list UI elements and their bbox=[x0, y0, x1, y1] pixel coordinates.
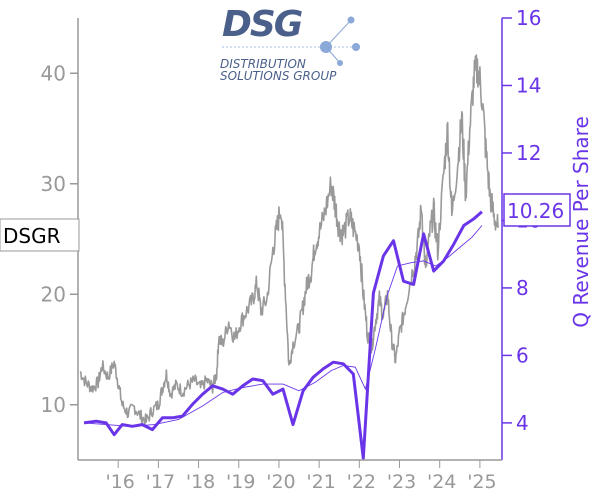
ticker-label: DSGR bbox=[3, 224, 61, 248]
logo-line1-text: DISTRIBUTION bbox=[220, 57, 306, 71]
revenue-series-layer bbox=[83, 210, 483, 460]
right-tick-label: 8 bbox=[516, 276, 529, 300]
logo-connector-line bbox=[325, 19, 352, 48]
ticker-label-box: DSGR bbox=[0, 218, 80, 252]
last-value-label: 10.26 bbox=[507, 199, 564, 223]
x-tick-label: '18 bbox=[186, 471, 215, 493]
x-tick-label: '23 bbox=[387, 471, 416, 493]
ticker-box-frame bbox=[0, 218, 80, 252]
price-series-layer bbox=[79, 54, 499, 427]
left-tick-label: 20 bbox=[41, 282, 66, 306]
logo-dot bbox=[347, 16, 355, 24]
x-tick-label: '21 bbox=[306, 471, 335, 493]
logo-dot bbox=[320, 41, 332, 53]
revenue-line bbox=[83, 210, 483, 460]
last-value-frame bbox=[503, 193, 571, 227]
x-tick-label: '25 bbox=[467, 471, 496, 493]
left-tick-label: 10 bbox=[41, 393, 66, 417]
right-tick-label: 14 bbox=[516, 73, 541, 97]
x-tick-label: '17 bbox=[146, 471, 175, 493]
x-axis-ticks: '16 '17 '18 '19 '20 '21 '22 '23 '24 '25 bbox=[105, 460, 497, 493]
left-tick-label: 40 bbox=[41, 61, 66, 85]
left-axis-ticks: 10 20 30 40 bbox=[41, 61, 78, 417]
logo-line2-text: SOLUTIONS GROUP bbox=[220, 69, 337, 83]
right-tick-label: 16 bbox=[516, 6, 541, 30]
logo-mark-text: DSG bbox=[222, 4, 302, 45]
last-value-box: 10.26 bbox=[503, 193, 571, 227]
logo-dot bbox=[337, 60, 343, 66]
price-line bbox=[79, 54, 499, 427]
company-logo: DSG DISTRIBUTION SOLUTIONS GROUP bbox=[220, 4, 360, 83]
x-tick-label: '20 bbox=[266, 471, 295, 493]
right-tick-label: 6 bbox=[516, 343, 529, 367]
right-tick-label: 4 bbox=[516, 411, 529, 435]
x-tick-label: '22 bbox=[347, 471, 376, 493]
x-tick-label: '16 bbox=[105, 471, 134, 493]
logo-dot bbox=[352, 43, 360, 51]
x-tick-label: '24 bbox=[427, 471, 456, 493]
right-tick-label: 12 bbox=[516, 141, 541, 165]
left-tick-label: 30 bbox=[41, 172, 66, 196]
right-axis-label: Q Revenue Per Share bbox=[569, 116, 593, 328]
right-axis-ticks: 46810121416 bbox=[502, 6, 541, 435]
x-tick-label: '19 bbox=[226, 471, 255, 493]
